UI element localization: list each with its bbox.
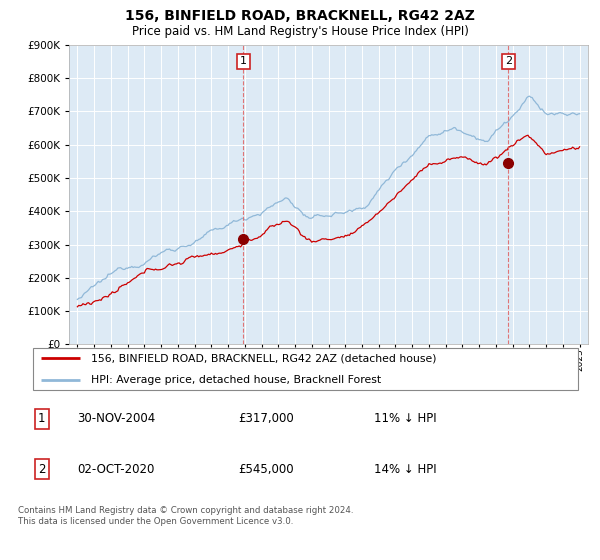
Text: £317,000: £317,000 <box>238 412 294 426</box>
Text: £545,000: £545,000 <box>238 463 294 475</box>
FancyBboxPatch shape <box>33 348 578 390</box>
Text: 11% ↓ HPI: 11% ↓ HPI <box>374 412 436 426</box>
Text: 2: 2 <box>505 57 512 67</box>
Text: HPI: Average price, detached house, Bracknell Forest: HPI: Average price, detached house, Brac… <box>91 375 381 385</box>
Text: 156, BINFIELD ROAD, BRACKNELL, RG42 2AZ (detached house): 156, BINFIELD ROAD, BRACKNELL, RG42 2AZ … <box>91 353 436 363</box>
Text: 14% ↓ HPI: 14% ↓ HPI <box>374 463 436 475</box>
Text: 1: 1 <box>38 412 46 426</box>
Text: 1: 1 <box>240 57 247 67</box>
Text: Contains HM Land Registry data © Crown copyright and database right 2024.
This d: Contains HM Land Registry data © Crown c… <box>18 506 353 526</box>
Text: 30-NOV-2004: 30-NOV-2004 <box>77 412 156 426</box>
Text: 156, BINFIELD ROAD, BRACKNELL, RG42 2AZ: 156, BINFIELD ROAD, BRACKNELL, RG42 2AZ <box>125 9 475 23</box>
Text: 2: 2 <box>38 463 46 475</box>
Text: Price paid vs. HM Land Registry's House Price Index (HPI): Price paid vs. HM Land Registry's House … <box>131 25 469 38</box>
Text: 02-OCT-2020: 02-OCT-2020 <box>77 463 155 475</box>
